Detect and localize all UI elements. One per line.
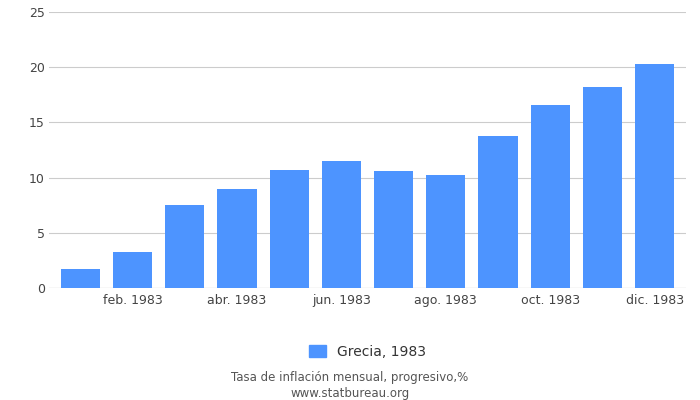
Bar: [61, 269, 100, 288]
Bar: [374, 171, 413, 288]
Text: Tasa de inflación mensual, progresivo,%: Tasa de inflación mensual, progresivo,%: [232, 372, 468, 384]
Legend: Grecia, 1983: Grecia, 1983: [309, 345, 426, 359]
Bar: [583, 87, 622, 288]
Bar: [270, 170, 309, 288]
Bar: [322, 161, 361, 288]
Bar: [165, 205, 204, 288]
Bar: [531, 105, 570, 288]
Text: www.statbureau.org: www.statbureau.org: [290, 388, 410, 400]
Bar: [113, 252, 152, 288]
Bar: [426, 175, 466, 288]
Bar: [479, 136, 517, 288]
Bar: [218, 189, 256, 288]
Bar: [635, 64, 674, 288]
